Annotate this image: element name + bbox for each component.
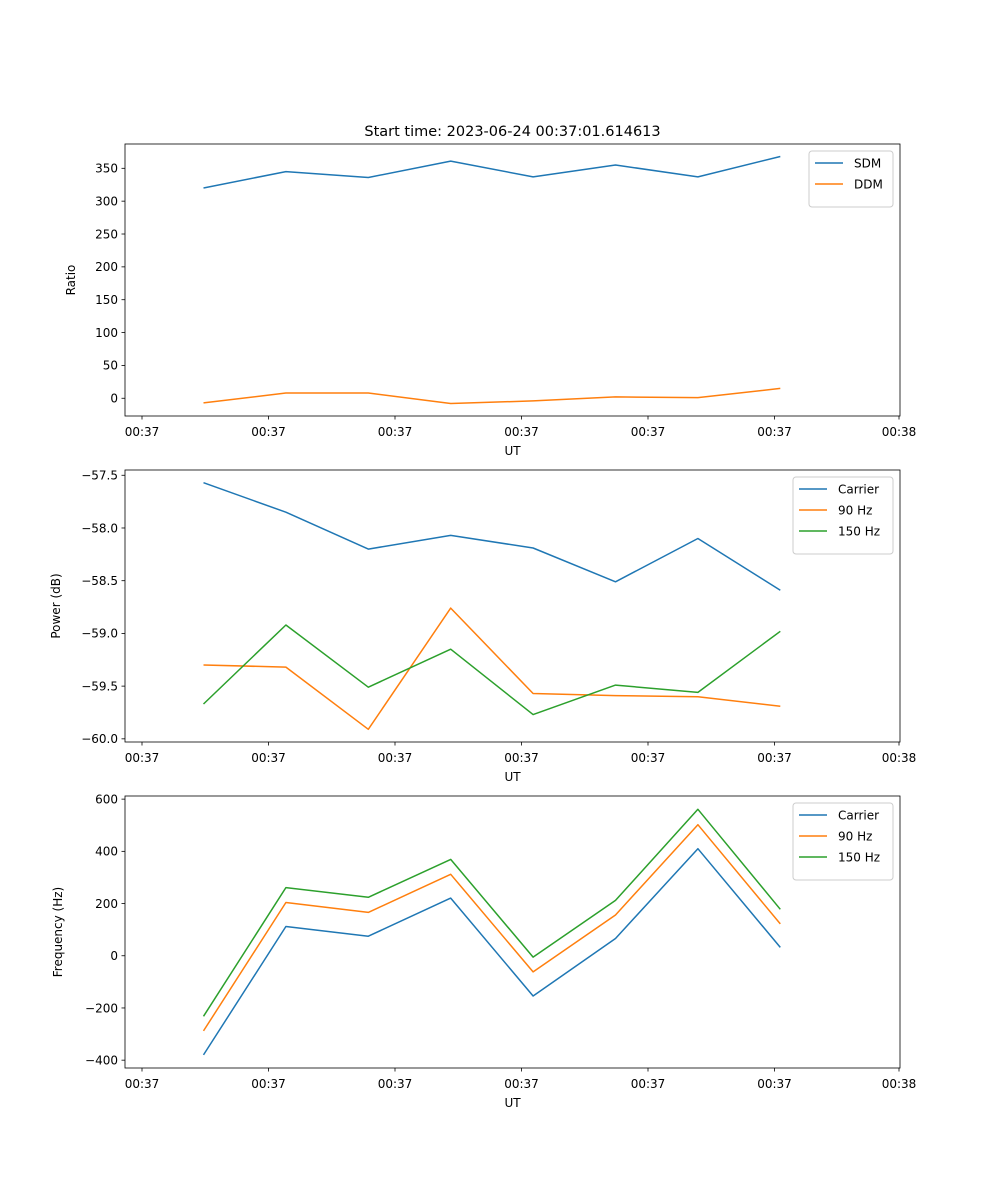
legend: Carrier 90 Hz 150 Hz bbox=[792, 476, 894, 555]
x-tick-label: 00:38 bbox=[882, 425, 917, 439]
x-tick-label: 00:37 bbox=[631, 425, 666, 439]
y-tick-label: −58.0 bbox=[81, 521, 118, 535]
x-tick-label: 00:37 bbox=[378, 425, 413, 439]
y-tick-label: −58.5 bbox=[81, 574, 118, 588]
y-axis-label: Ratio bbox=[64, 265, 78, 296]
panel-ratio: 00:37 00:37 00:37 00:37 00:37 00:37 00:38 0 50 10… bbox=[64, 143, 917, 458]
y-tick-label: −57.5 bbox=[81, 469, 118, 483]
y-tick-label: 250 bbox=[95, 227, 118, 241]
axes-frame bbox=[124, 469, 901, 743]
figure-title: Start time: 2023-06-24 00:37:01.614613 bbox=[364, 124, 660, 140]
y-tick-label: −59.0 bbox=[81, 627, 118, 641]
series-line-90-hz bbox=[203, 607, 781, 731]
x-tick-label: 00:38 bbox=[882, 1077, 917, 1091]
axes-frame bbox=[124, 795, 901, 1069]
x-tick-label: 00:37 bbox=[125, 1077, 160, 1091]
x-tick-label: 00:37 bbox=[504, 751, 539, 765]
y-tick-label: −400 bbox=[85, 1053, 118, 1067]
y-tick-label: 150 bbox=[95, 293, 118, 307]
y-tick-label: −200 bbox=[85, 1001, 118, 1015]
legend-label: SDM bbox=[854, 157, 881, 171]
legend-label: Carrier bbox=[838, 483, 879, 497]
y-tick-label: 600 bbox=[95, 792, 118, 806]
y-axis-label: Power (dB) bbox=[49, 573, 63, 638]
legend: SDM DDM bbox=[808, 150, 894, 208]
x-axis-label: UT bbox=[504, 770, 521, 784]
y-axis-label: Frequency (Hz) bbox=[51, 887, 65, 978]
y-tick-label: 200 bbox=[95, 897, 118, 911]
legend-label: 90 Hz bbox=[838, 830, 872, 844]
x-tick-label: 00:37 bbox=[757, 1077, 792, 1091]
x-tick-label: 00:37 bbox=[251, 425, 286, 439]
legend-label: 150 Hz bbox=[838, 851, 880, 865]
series-line-150-hz bbox=[202, 624, 781, 716]
panel-power: 00:37 00:37 00:37 00:37 00:37 00:37 00:38 −60.0… bbox=[49, 469, 916, 784]
x-tick-label: 00:38 bbox=[882, 751, 917, 765]
series-line-150-hz bbox=[202, 808, 781, 1017]
panel-frequency: 00:37 00:37 00:37 00:37 00:37 00:37 00:38 −400 −… bbox=[51, 792, 916, 1110]
x-tick-label: 00:37 bbox=[251, 751, 286, 765]
y-tick-label: 100 bbox=[95, 326, 118, 340]
x-tick-label: 00:37 bbox=[631, 751, 666, 765]
y-tick-label: 200 bbox=[95, 260, 118, 274]
y-tick-label: −59.5 bbox=[81, 679, 118, 693]
y-tick-label: −60.0 bbox=[81, 732, 118, 746]
legend-label: DDM bbox=[854, 178, 883, 192]
y-tick-label: 0 bbox=[110, 392, 118, 406]
y-tick-label: 350 bbox=[95, 162, 118, 176]
legend-label: 90 Hz bbox=[838, 504, 872, 518]
series-line-carrier bbox=[202, 847, 781, 1056]
x-tick-label: 00:37 bbox=[378, 751, 413, 765]
x-tick-label: 00:37 bbox=[251, 1077, 286, 1091]
y-tick-label: 50 bbox=[103, 359, 118, 373]
x-tick-label: 00:37 bbox=[504, 1077, 539, 1091]
legend-label: Carrier bbox=[838, 809, 879, 823]
x-tick-label: 00:37 bbox=[757, 425, 792, 439]
legend-box bbox=[808, 150, 894, 208]
x-tick-label: 00:37 bbox=[378, 1077, 413, 1091]
legend-label: 150 Hz bbox=[838, 525, 880, 539]
legend-box bbox=[792, 802, 894, 881]
y-tick-label: 0 bbox=[110, 949, 118, 963]
y-tick-label: 300 bbox=[95, 194, 118, 208]
series-line-carrier bbox=[203, 481, 781, 591]
series-line-ddm bbox=[203, 387, 781, 405]
axes-frame bbox=[124, 143, 901, 417]
x-tick-label: 00:37 bbox=[757, 751, 792, 765]
x-axis-label: UT bbox=[504, 444, 521, 458]
y-tick-label: 400 bbox=[95, 845, 118, 859]
x-tick-label: 00:37 bbox=[125, 751, 160, 765]
x-tick-label: 00:37 bbox=[504, 425, 539, 439]
x-axis-label: UT bbox=[504, 1096, 521, 1110]
series-line-90-hz bbox=[202, 823, 781, 1032]
legend-box bbox=[792, 476, 894, 555]
legend: Carrier 90 Hz 150 Hz bbox=[792, 802, 894, 881]
series-line-sdm bbox=[203, 155, 781, 189]
x-tick-label: 00:37 bbox=[125, 425, 160, 439]
x-tick-label: 00:37 bbox=[631, 1077, 666, 1091]
